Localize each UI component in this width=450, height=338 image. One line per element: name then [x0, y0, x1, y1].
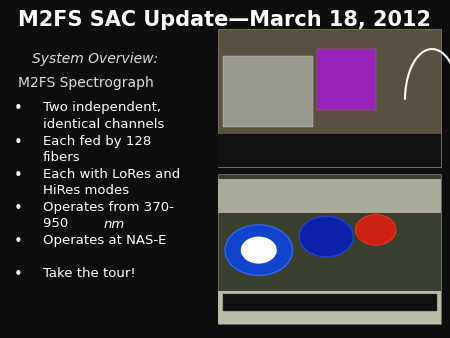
Circle shape: [225, 225, 292, 275]
Circle shape: [241, 237, 277, 264]
Bar: [218, 134, 441, 167]
Bar: [223, 56, 313, 127]
Circle shape: [299, 216, 353, 257]
Bar: [223, 294, 436, 311]
Bar: [218, 179, 441, 213]
Bar: [218, 29, 441, 167]
Bar: [317, 49, 376, 110]
Text: Two independent,
identical channels: Two independent, identical channels: [43, 101, 164, 131]
Text: System Overview:: System Overview:: [32, 52, 158, 66]
Bar: [218, 291, 441, 324]
Text: Each with LoRes and
HiRes modes: Each with LoRes and HiRes modes: [43, 168, 180, 197]
Text: •: •: [14, 101, 22, 116]
Text: Operates at NAS-E: Operates at NAS-E: [43, 234, 166, 247]
Text: Each fed by 128
fibers: Each fed by 128 fibers: [43, 135, 151, 164]
Text: •: •: [14, 234, 22, 249]
Text: Operates from 370-
950: Operates from 370- 950: [43, 201, 174, 230]
Text: M2FS Spectrograph: M2FS Spectrograph: [18, 76, 154, 90]
Bar: [218, 174, 441, 324]
Text: •: •: [14, 201, 22, 216]
Text: Take the tour!: Take the tour!: [43, 267, 135, 280]
Text: •: •: [14, 135, 22, 149]
Circle shape: [356, 215, 396, 245]
Text: •: •: [14, 267, 22, 282]
Text: nm: nm: [104, 218, 125, 231]
Text: M2FS SAC Update—March 18, 2012: M2FS SAC Update—March 18, 2012: [18, 10, 432, 30]
Text: •: •: [14, 168, 22, 183]
